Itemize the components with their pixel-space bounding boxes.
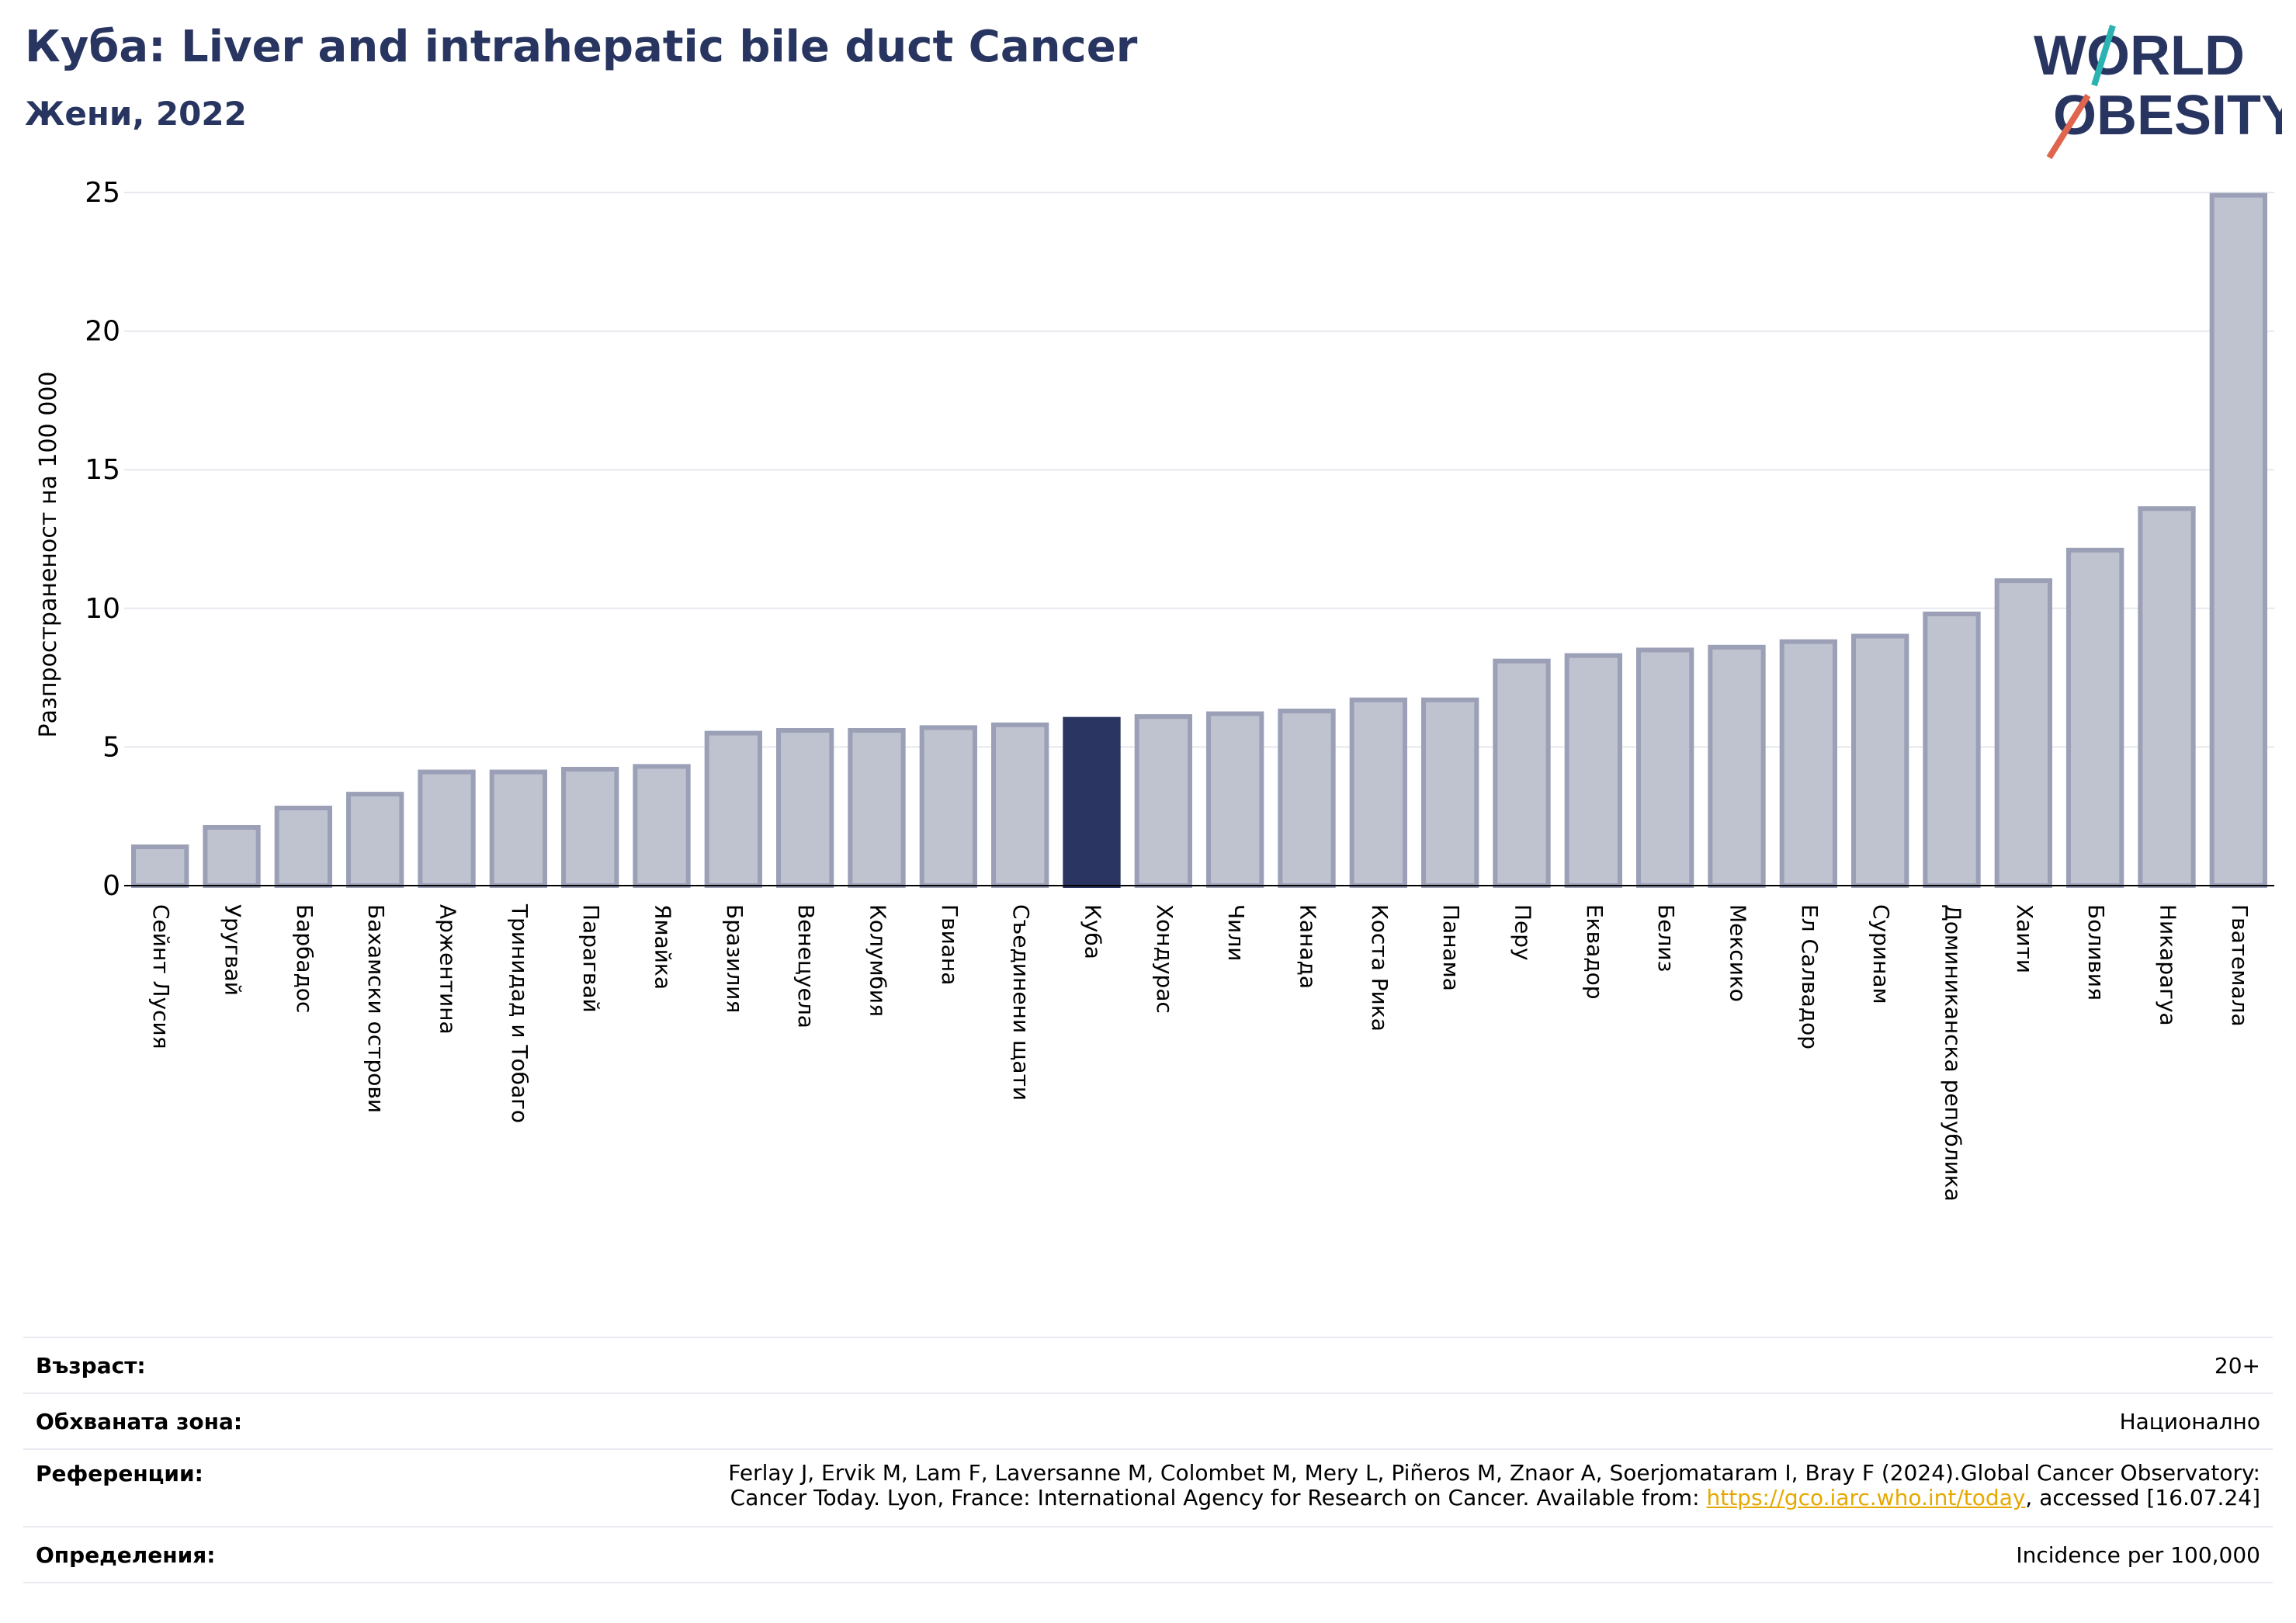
x-tick-label: Парагвай <box>578 904 604 1013</box>
x-tick-label: Еквадор <box>1582 904 1608 1000</box>
x-tick-label: Сейнт Лусия <box>148 904 174 1049</box>
y-tick-label: 15 <box>85 454 120 486</box>
reference-link[interactable]: https://gco.iarc.who.int/today <box>1706 1485 2026 1510</box>
x-tick-label: Ел Салвадор <box>1797 904 1823 1049</box>
bar <box>346 792 404 889</box>
y-tick-label: 20 <box>85 316 120 348</box>
bar <box>1708 644 1766 888</box>
bar <box>919 725 977 888</box>
bars <box>131 192 2267 889</box>
bar <box>274 805 332 889</box>
x-tick-label: Куба <box>1080 904 1106 959</box>
x-tick-label: Никарагуа <box>2156 904 2181 1026</box>
reference-line-1: Ferlay J, Ervik M, Lam F, Laversanne M, … <box>728 1460 2260 1486</box>
y-tick-labels: 0 5 10 15 20 25 <box>85 177 120 902</box>
chart-title: Куба: Liver and intrahepatic bile duct C… <box>25 22 1138 72</box>
meta-value-age: 20+ <box>2214 1352 2260 1379</box>
bar <box>1349 697 1407 889</box>
meta-row-age: Възраст: 20+ <box>23 1337 2273 1392</box>
bar <box>1636 647 1694 888</box>
bar <box>2209 192 2267 888</box>
x-tick-label: Бразилия <box>722 904 747 1013</box>
x-tick-label: Чили <box>1223 904 1249 962</box>
metadata-table: Възраст: 20+ Обхваната зона: Национално … <box>23 1337 2273 1583</box>
bar <box>131 844 189 888</box>
bar <box>1421 697 1479 889</box>
bar <box>848 727 906 889</box>
meta-key-definitions: Определения: <box>36 1542 216 1568</box>
logo-slash-teal <box>2091 24 2116 87</box>
bar-chart: 0 5 10 15 20 25 Сейнт Лусия Уругвай Барбадос Бах… <box>35 177 2274 1202</box>
bar <box>1206 711 1264 889</box>
bar <box>1278 708 1336 888</box>
y-axis-label: Разпространеност на 100 000 <box>35 372 62 738</box>
y-tick-label: 10 <box>85 593 120 625</box>
bar <box>633 764 691 888</box>
meta-value-definitions: Incidence per 100,000 <box>2016 1542 2260 1568</box>
bar <box>1493 658 1551 889</box>
x-tick-label: Суринам <box>1868 904 1894 1004</box>
reference-line-2-end: , accessed [16.07.24] <box>2025 1485 2260 1510</box>
x-tick-label: Перу <box>1510 904 1536 961</box>
logo-slash-coral <box>2046 93 2091 160</box>
bar <box>991 722 1049 888</box>
bar <box>1779 639 1837 888</box>
meta-row-area: Обхваната зона: Национално <box>23 1392 2273 1448</box>
bar <box>1851 633 1909 889</box>
x-tick-label: Гвиана <box>937 904 962 985</box>
y-tick-label: 5 <box>102 731 120 763</box>
bar <box>704 730 762 888</box>
logo-text-obesity: OBESITY <box>2053 85 2282 147</box>
bar <box>1564 653 1622 888</box>
x-tick-label: Уругвай <box>220 904 246 996</box>
meta-value-references: Ferlay J, Ervik M, Lam F, Laversanne M, … <box>728 1461 2273 1510</box>
bar <box>561 766 619 889</box>
bar <box>1994 578 2052 889</box>
x-tick-label: Хаити <box>2012 904 2038 973</box>
bar <box>489 769 547 888</box>
x-tick-labels: Сейнт Лусия Уругвай Барбадос Бахамски остро… <box>148 903 2253 1202</box>
x-tick-label: Ямайка <box>650 904 676 990</box>
x-tick-label: Венецуела <box>793 904 819 1028</box>
x-tick-label: Канада <box>1295 904 1321 989</box>
x-tick-label: Коста Рика <box>1367 904 1393 1032</box>
bar <box>776 727 834 889</box>
meta-key-area: Обхваната зона: <box>36 1408 243 1434</box>
x-tick-label: Бахамски острови <box>363 904 389 1113</box>
x-tick-label: Хондурас <box>1152 904 1177 1014</box>
x-tick-label: Белиз <box>1653 904 1679 972</box>
meta-row-references: Референции: Ferlay J, Ervik M, Lam F, La… <box>23 1448 2273 1526</box>
x-tick-label: Боливия <box>2083 904 2109 1001</box>
bar <box>1923 611 1981 888</box>
world-obesity-logo: WORLD OBESITY <box>2034 24 2282 160</box>
chart-subtitle: Жени, 2022 <box>25 95 247 133</box>
x-tick-label: Тринидад и Тобаго <box>507 903 532 1123</box>
x-tick-label: Барбадос <box>292 904 317 1013</box>
meta-value-area: Национално <box>2119 1408 2260 1434</box>
y-tick-label: 0 <box>102 870 120 902</box>
bar <box>418 769 476 888</box>
x-tick-label: Доминиканска република <box>1941 904 1966 1202</box>
x-tick-label: Гватемала <box>2227 904 2253 1027</box>
x-tick-label: Аржентина <box>435 904 461 1035</box>
bar <box>2066 547 2124 889</box>
bar <box>203 824 261 889</box>
bar <box>1134 714 1192 888</box>
x-tick-label: Колумбия <box>865 904 891 1017</box>
x-tick-label: Панама <box>1438 904 1464 991</box>
bar <box>2138 506 2196 888</box>
x-tick-label: Съединени щати <box>1008 904 1034 1101</box>
y-tick-label: 25 <box>85 177 120 209</box>
meta-row-definitions: Определения: Incidence per 100,000 <box>23 1526 2273 1583</box>
reference-line-2: Cancer Today. Lyon, France: Internationa… <box>730 1485 1707 1510</box>
logo-text-world: WORLD <box>2034 25 2245 87</box>
meta-key-age: Възраст: <box>36 1352 146 1379</box>
bar <box>1063 716 1121 888</box>
meta-key-references: Референции: <box>36 1461 203 1486</box>
x-tick-label: Мексико <box>1725 904 1751 1002</box>
